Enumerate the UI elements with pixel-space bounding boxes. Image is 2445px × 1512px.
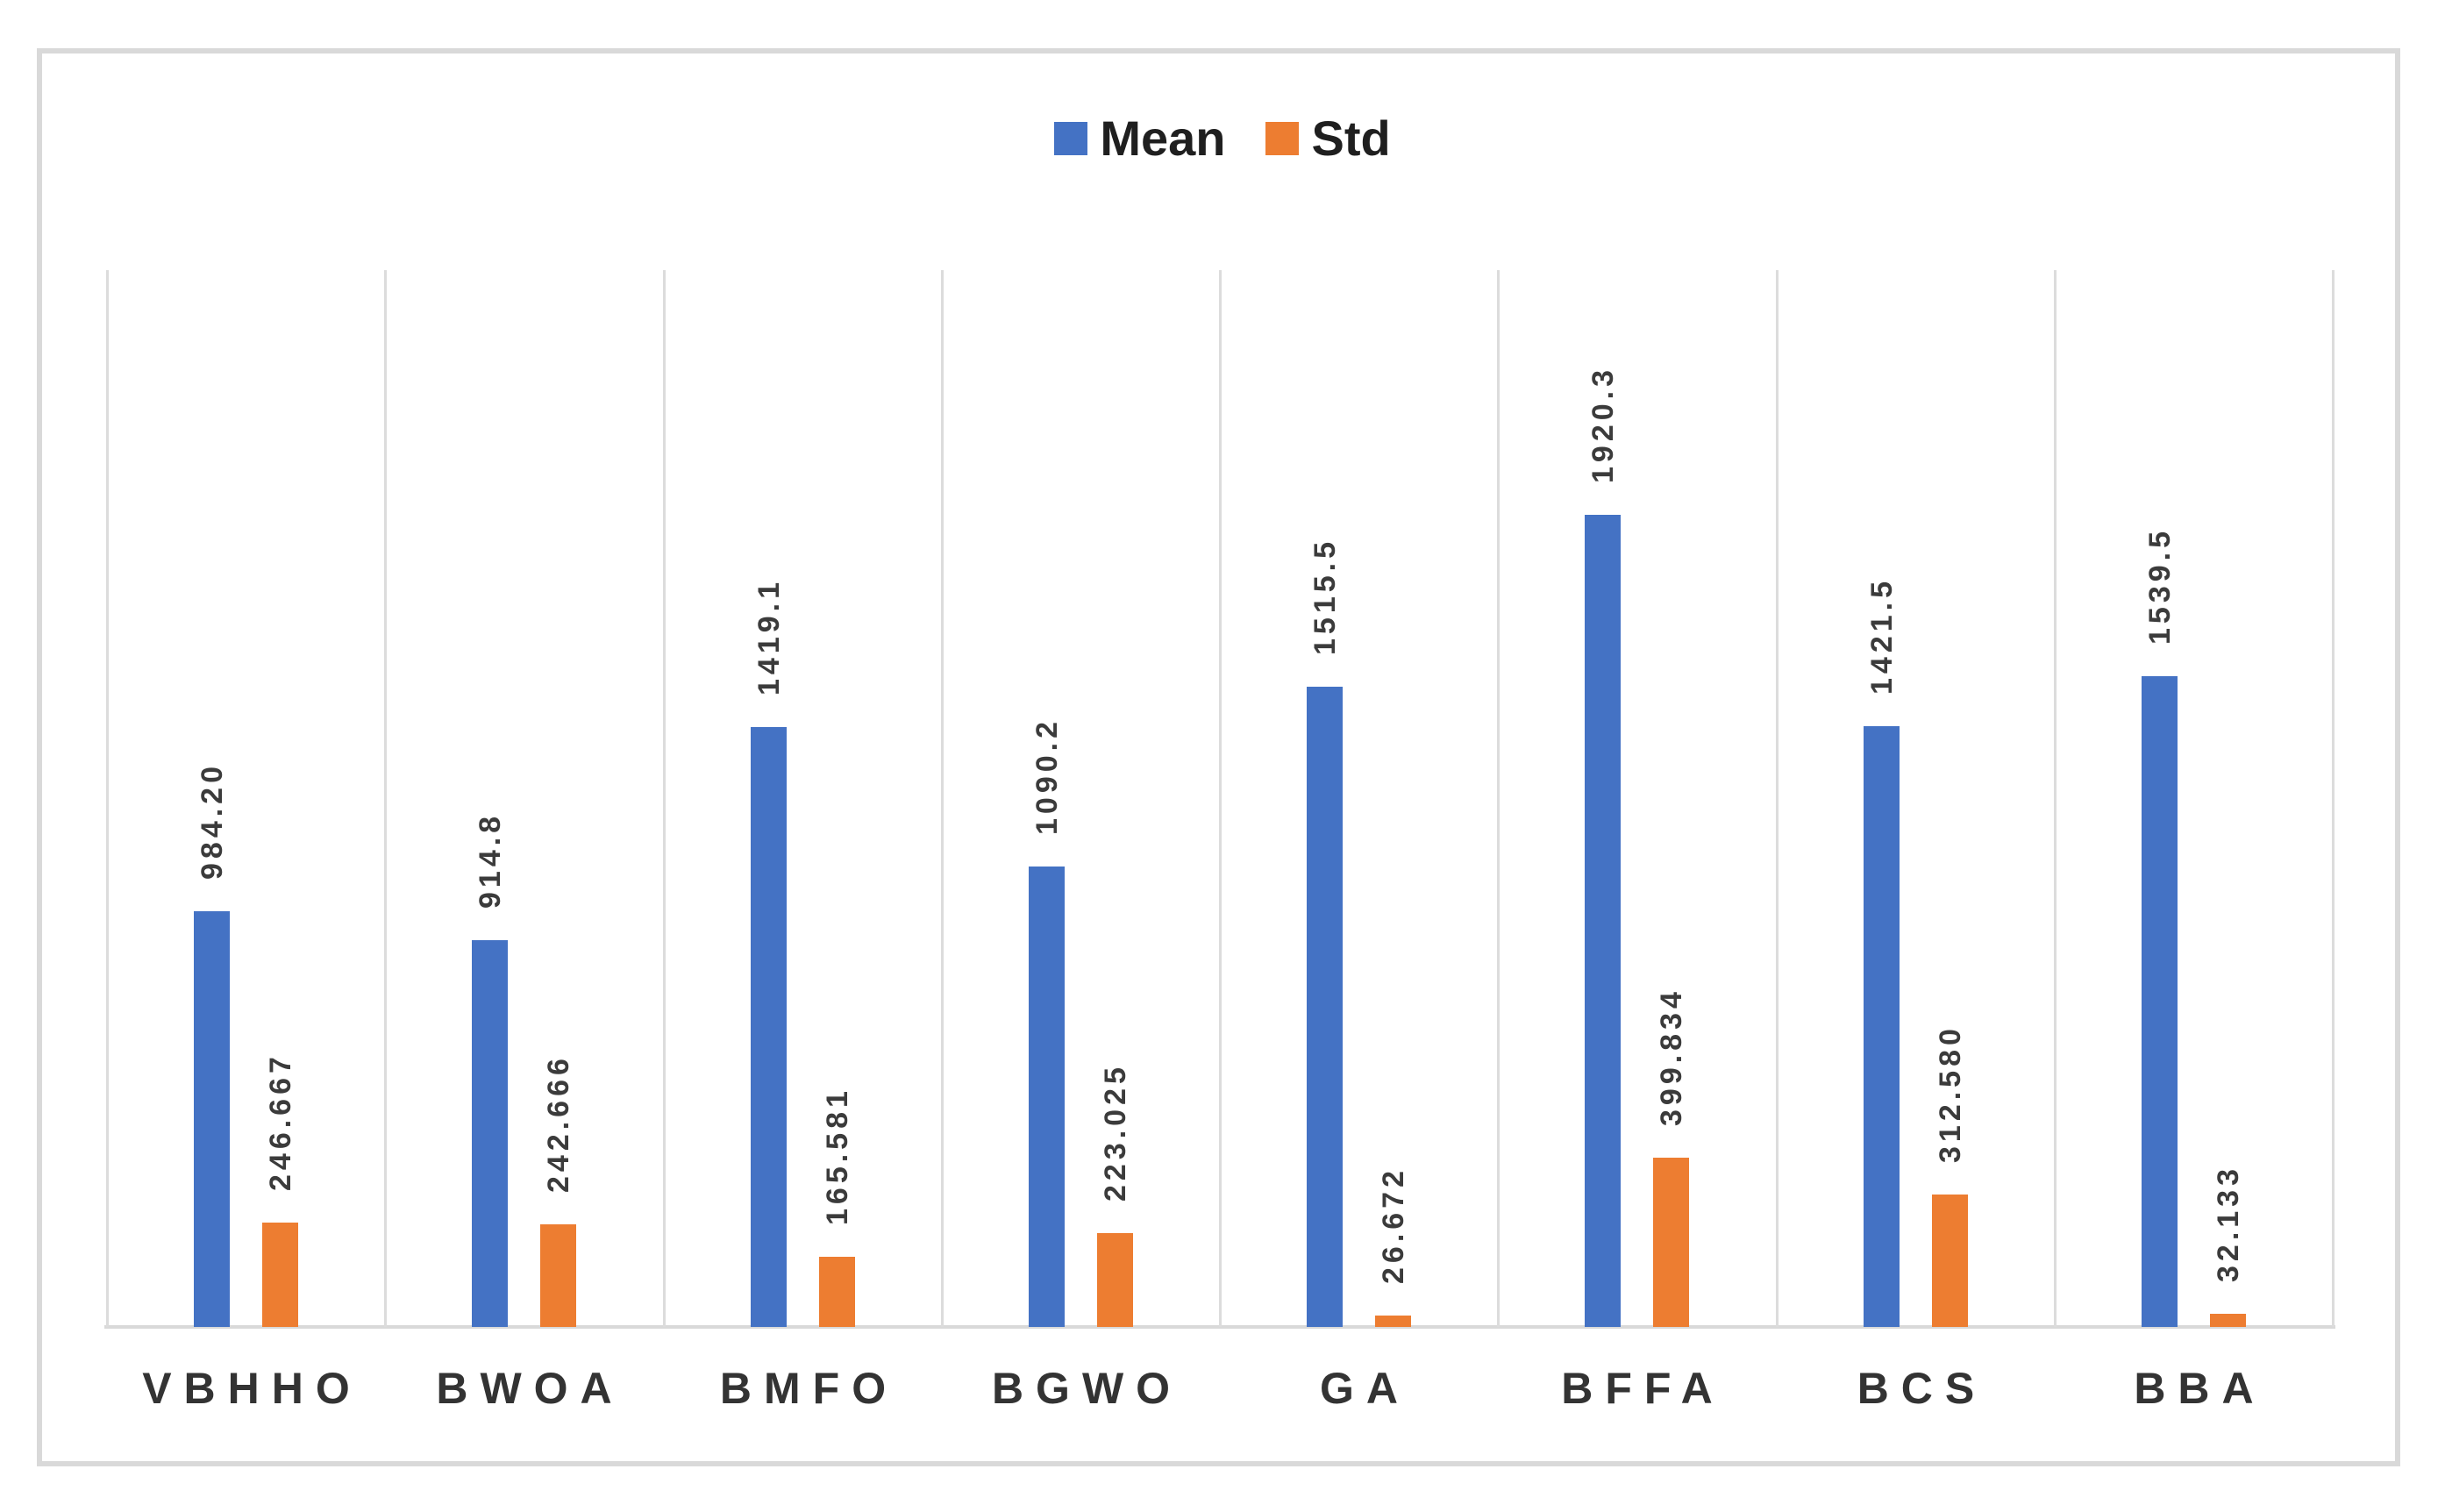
- mean-bar-bgwo: [1029, 867, 1065, 1327]
- category-label-ga: GA: [1320, 1364, 1410, 1413]
- category-gridline: [1497, 270, 1500, 1327]
- mean-bar-label-bba: 1539.5: [2142, 527, 2177, 645]
- mean-bar-label-bmfo: 1419.1: [752, 578, 786, 695]
- std-bar-bffa: [1653, 1158, 1689, 1327]
- category-gridline: [1776, 270, 1779, 1327]
- category-label-bwoa: BWOA: [436, 1364, 624, 1413]
- mean-bar-label-bgwo: 1090.2: [1030, 717, 1064, 835]
- std-bar-label-bgwo: 223.025: [1098, 1063, 1132, 1202]
- mean-bar-label-bcs: 1421.5: [1864, 577, 1899, 695]
- std-bar-bba: [2210, 1314, 2246, 1327]
- x-axis-line: [104, 1325, 2335, 1329]
- mean-bar-bwoa: [472, 940, 508, 1327]
- category-label-bgwo: BGWO: [991, 1364, 1183, 1413]
- std-bar-bcs: [1932, 1195, 1968, 1327]
- std-bar-label-ga: 26.672: [1376, 1166, 1410, 1284]
- mean-bar-bffa: [1585, 515, 1621, 1327]
- std-bar-bmfo: [819, 1257, 855, 1327]
- category-label-bba: BBA: [2134, 1364, 2266, 1413]
- std-bar-label-bcs: 312.580: [1933, 1024, 1967, 1163]
- mean-bar-label-ga: 1515.5: [1308, 538, 1342, 655]
- category-gridline: [384, 270, 387, 1327]
- mean-bar-label-vbhho: 984.20: [195, 762, 229, 880]
- mean-bar-ga: [1307, 687, 1343, 1327]
- mean-bar-label-bffa: 1920.3: [1586, 366, 1620, 483]
- mean-legend-label: Mean: [1100, 111, 1226, 166]
- chart-legend: Mean Std: [0, 114, 2445, 163]
- std-legend-label: Std: [1311, 111, 1391, 166]
- std-bar-label-bmfo: 165.581: [820, 1087, 854, 1225]
- std-bar-bwoa: [540, 1224, 576, 1327]
- mean-bar-bcs: [1864, 726, 1900, 1327]
- category-gridline: [1219, 270, 1222, 1327]
- std-bar-vbhho: [262, 1223, 298, 1327]
- mean-legend-swatch: [1054, 122, 1088, 155]
- category-gridline: [941, 270, 944, 1327]
- std-bar-label-bffa: 399.834: [1654, 988, 1688, 1126]
- category-gridline: [2054, 270, 2057, 1327]
- chart-outer-border: [37, 48, 2400, 1466]
- category-label-bffa: BFFA: [1561, 1364, 1725, 1413]
- std-bar-label-bwoa: 242.666: [541, 1054, 575, 1193]
- category-label-bmfo: BMFO: [719, 1364, 899, 1413]
- plot-area: 984.20 246.667 914.8 242.666 1419.1 165.581 10…: [104, 270, 2335, 1329]
- std-bar-ga: [1375, 1316, 1411, 1327]
- mean-bar-vbhho: [194, 911, 230, 1327]
- mean-bar-bba: [2142, 676, 2178, 1327]
- std-bar-label-vbhho: 246.667: [263, 1052, 297, 1191]
- std-bar-bgwo: [1097, 1233, 1133, 1327]
- category-gridline: [2332, 270, 2335, 1327]
- mean-bar-bmfo: [751, 727, 787, 1327]
- category-label-vbhho: VBHHO: [142, 1364, 362, 1413]
- category-gridline: [106, 270, 109, 1327]
- category-gridline: [663, 270, 666, 1327]
- std-legend-swatch: [1265, 122, 1300, 155]
- legend-item-std: Std: [1265, 111, 1391, 166]
- category-label-bcs: BCS: [1857, 1364, 1987, 1413]
- std-bar-label-bba: 32.133: [2211, 1165, 2245, 1282]
- mean-bar-label-bwoa: 914.8: [473, 811, 507, 909]
- legend-item-mean: Mean: [1054, 114, 1225, 163]
